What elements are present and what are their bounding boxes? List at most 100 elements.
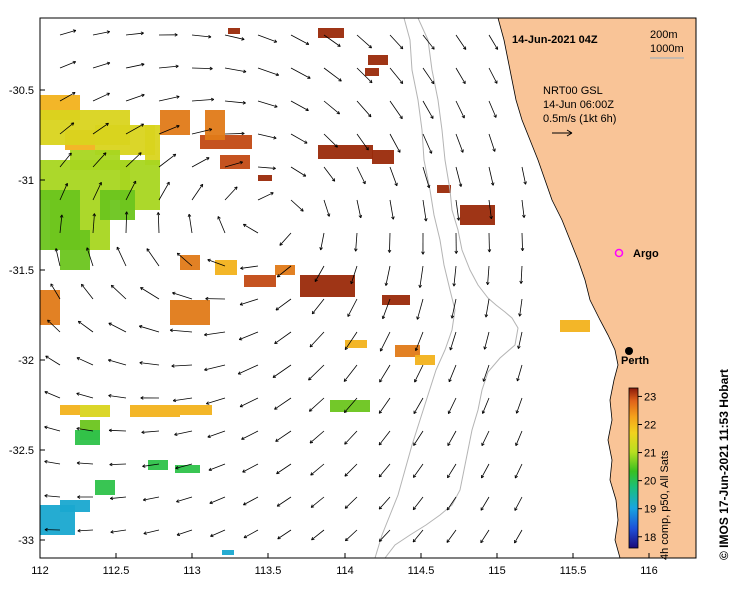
current-arrowhead [305,41,310,45]
sst-patch [222,550,234,555]
current-arrow [447,430,457,446]
current-arrowhead [176,532,181,536]
current-arrowhead [172,398,177,403]
current-arrowhead [169,328,174,333]
current-arrow [378,463,391,478]
current-arrowhead [413,410,417,415]
x-tick-label: 113 [183,565,201,577]
current-arrowhead [44,459,48,464]
current-arrowhead [279,242,283,246]
current-arrow [239,331,259,340]
current-arrow [356,199,362,218]
current-arrow [422,133,432,154]
current-arrowhead [458,183,463,187]
current-arrow [344,463,358,477]
current-arrow [385,265,391,286]
current-arrowhead [456,217,461,221]
sst-patch [345,340,367,348]
current-arrowhead [243,69,247,74]
current-arrowhead [492,148,496,152]
current-arrow [206,397,226,405]
current-arrowhead [243,502,247,506]
current-arrow [516,364,523,382]
current-arrow [451,298,457,319]
current-arrow [143,529,160,535]
current-arrow [224,34,245,40]
current-arrow [482,397,490,414]
current-arrowhead [176,499,180,503]
current-arrow [175,463,193,469]
current-arrowhead [308,377,312,381]
current-arrow [347,298,358,317]
argo-marker: Argo [614,248,659,260]
perth-marker: Perth [621,347,649,367]
current-arrow [448,364,457,382]
sst-patch [205,110,225,140]
current-arrow [389,34,404,50]
current-arrow [446,496,457,511]
current-arrowhead [454,250,459,254]
current-arrowhead [239,160,243,165]
current-arrow [224,133,245,135]
current-arrowhead [108,322,112,326]
current-arrow [224,100,246,104]
current-arrowhead [490,182,495,186]
current-arrowhead [379,348,384,352]
y-tick-label: -32 [18,355,34,367]
current-scale-arrow [552,129,573,137]
y-tick-label: -31 [18,175,34,187]
current-arrowhead [44,527,48,532]
current-arrow [125,123,144,135]
current-arrowhead [305,107,309,112]
current-arrowhead [517,345,521,349]
current-arrowhead [354,248,358,252]
current-arrow [143,496,160,501]
current-arrowhead [274,406,278,410]
current-arrow [378,529,391,542]
current-arrow [488,166,494,186]
current-arrow [108,322,127,333]
colorbar-tick-label: 18 [644,532,656,544]
y-tick-label: -33 [18,535,34,547]
current-arrowhead [272,166,276,171]
current-arrowhead [142,464,146,468]
current-arrowhead [347,313,351,317]
current-arrowhead [343,378,348,382]
current-arrowhead [462,80,466,85]
current-arrow [413,463,424,478]
sst-patch [148,460,168,470]
current-arrowhead [204,367,208,372]
current-arrow [277,529,292,540]
current-arrowhead [241,436,245,440]
current-arrow [520,265,523,284]
current-arrow [323,67,342,82]
current-arrowhead [461,115,465,119]
current-arrowhead [207,258,211,263]
current-arrow [50,283,61,300]
current-arrow [422,34,435,50]
current-arrowhead [399,80,404,84]
current-arrow [323,34,341,47]
current-arrow [309,397,325,412]
sst-patch [395,345,420,357]
land-mass [497,17,697,559]
current-arrow [422,100,434,119]
current-arrowhead [108,394,112,398]
colorbar-gradient [628,387,639,549]
current-arrow [275,430,292,442]
current-arrow [416,298,424,320]
current-arrow [158,96,180,102]
current-arrow [389,100,403,119]
sst-patch [60,230,90,270]
current-arrowhead [483,346,487,350]
current-arrowhead [239,302,244,306]
current-scale-label: 0.5m/s (1kt 6h) [543,113,616,125]
current-arrowhead [143,531,147,535]
current-arrow [86,247,94,267]
current-arrow [308,364,325,381]
current-arrowhead [514,507,518,511]
current-arrowhead [307,75,311,79]
current-arrow [521,232,523,251]
sst-patch [70,150,120,170]
current-arrow [191,128,212,135]
